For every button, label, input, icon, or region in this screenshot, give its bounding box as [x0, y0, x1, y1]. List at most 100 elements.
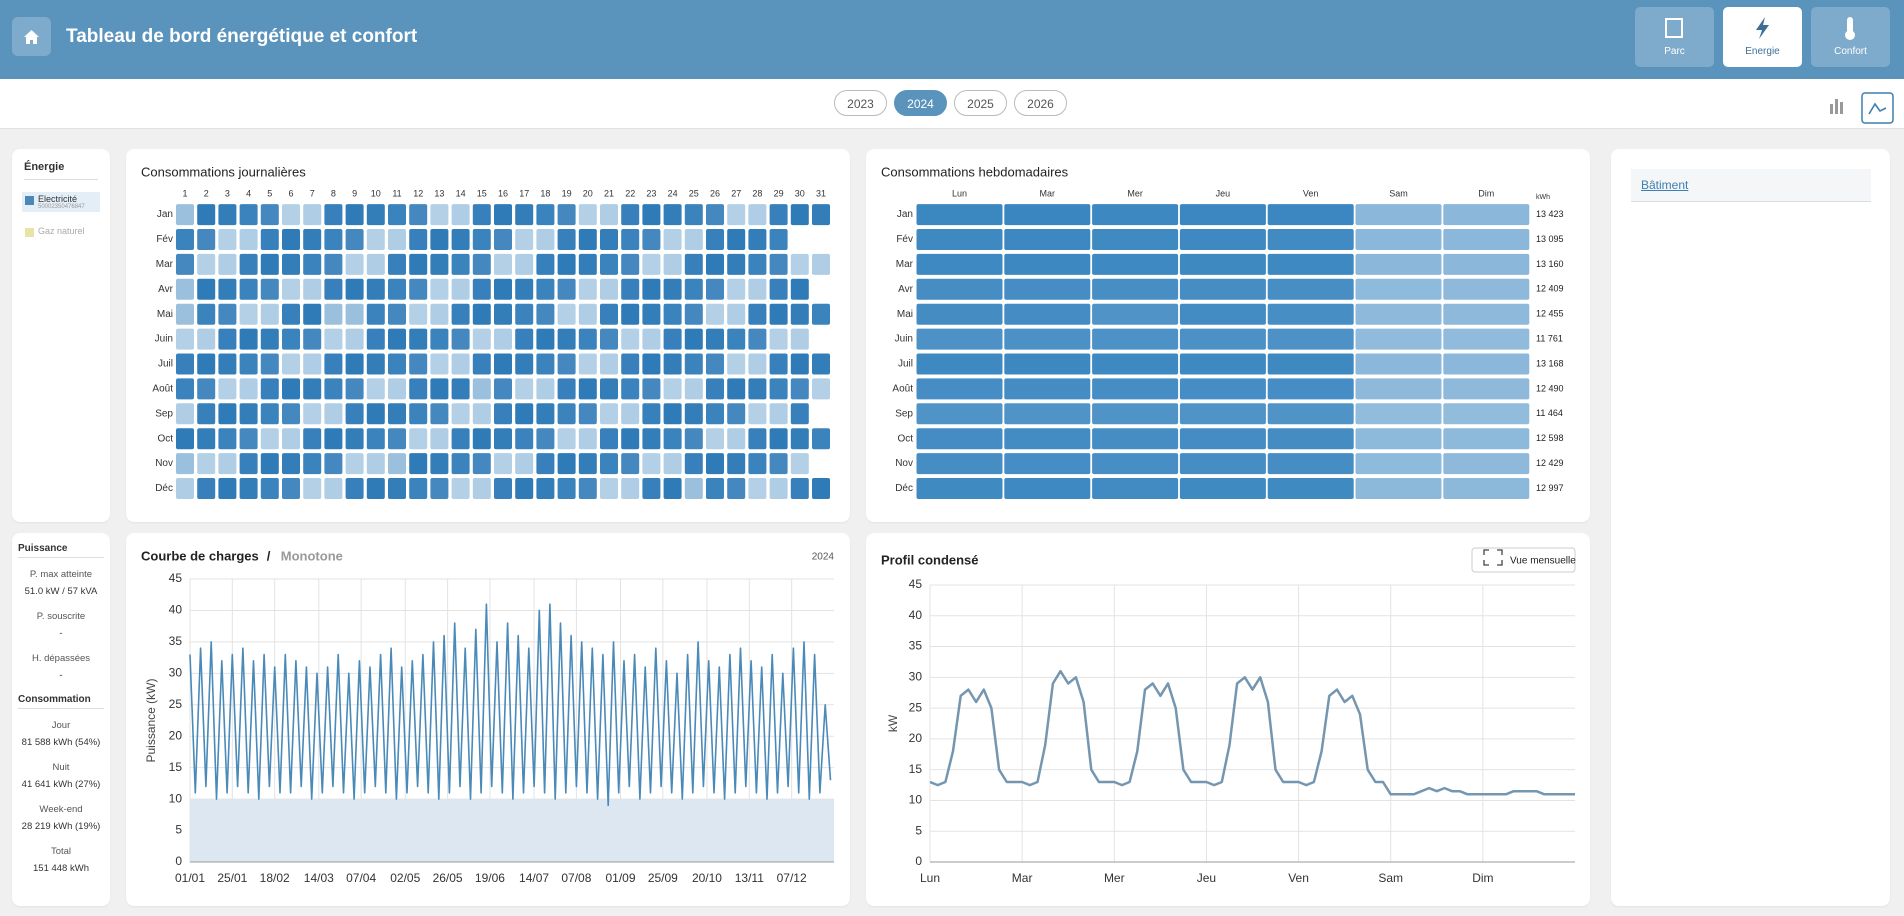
stat-label: P. souscrite: [36, 611, 86, 622]
heat-cell: [324, 353, 343, 375]
heat-cell: [790, 303, 809, 325]
heat-cell: [515, 378, 534, 400]
chart-tab[interactable]: Monotone: [281, 548, 343, 563]
row-label: Mar: [896, 259, 914, 270]
heat-cell: [1179, 453, 1266, 475]
heat-cell: [916, 453, 1003, 475]
heat-cell: [1355, 428, 1442, 450]
column-label: Sam: [1389, 188, 1408, 198]
heat-cell: [1443, 229, 1530, 250]
heat-cell: [536, 353, 555, 375]
heat-cell: [1092, 453, 1179, 475]
heat-cell: [684, 328, 703, 350]
button[interactable]: [1471, 547, 1576, 573]
heat-cell: [515, 229, 534, 250]
heat-cell: [218, 478, 237, 499]
year-pill[interactable]: 2024: [894, 90, 947, 116]
heat-cell: [1092, 278, 1179, 300]
x-tick-label: 07/12: [777, 871, 807, 885]
chart-panel: Courbe de charges / Monotone 2024 Puissance …: [126, 533, 850, 906]
heat-cell: [366, 229, 385, 250]
heat-cell: [727, 378, 746, 400]
heat-cell: [557, 303, 576, 325]
heat-cell: [388, 229, 406, 250]
heat-cell: [303, 204, 322, 226]
row-total: 12 490: [1536, 383, 1564, 393]
row-label: Jan: [897, 209, 913, 220]
header: Tableau de bord énergétique et confort P…: [0, 0, 1904, 79]
heat-cell: [494, 229, 512, 250]
row-label: Déc: [895, 483, 913, 494]
energy-item[interactable]: Electricité 50002350476847: [22, 192, 100, 212]
heat-cell: [388, 328, 406, 350]
year-pill[interactable]: 2026: [1014, 90, 1067, 116]
heat-cell: [1443, 303, 1530, 325]
stat-value: -: [59, 628, 63, 639]
energy-swatch: [25, 228, 34, 237]
series-line: [189, 603, 832, 807]
heat-cell: [430, 328, 449, 350]
heat-cell: [260, 428, 279, 450]
nav-button[interactable]: Confort: [1811, 7, 1890, 67]
heat-cell: [663, 303, 682, 325]
column-label: 19: [562, 188, 572, 198]
column-label: 6: [288, 188, 293, 198]
heat-cell: [472, 303, 491, 325]
heat-cell: [303, 403, 322, 425]
energy-item[interactable]: Gaz naturel: [22, 224, 100, 244]
building-link[interactable]: Bâtiment: [1641, 178, 1689, 192]
heat-cell: [642, 378, 661, 400]
heat-cell: [197, 403, 216, 425]
heat-cell: [303, 453, 322, 475]
heat-cell: [494, 204, 512, 226]
y-tick-label: 45: [169, 571, 183, 585]
home-button[interactable]: [12, 17, 51, 56]
stat: Total 151 448 kWh: [12, 843, 110, 877]
year-pill[interactable]: 2025: [954, 90, 1007, 116]
nav-button[interactable]: Parc: [1635, 7, 1714, 67]
heat-cell: [642, 204, 661, 226]
heat-cell: [1355, 328, 1442, 350]
view-toggle[interactable]: [1818, 92, 1898, 124]
heat-cell: [790, 378, 809, 400]
x-tick-label: 25/01: [217, 871, 247, 885]
heat-cell: [282, 278, 300, 300]
heat-cell: [494, 278, 512, 300]
heat-cell: [515, 478, 534, 499]
heat-cell: [621, 328, 640, 350]
heat-cell: [748, 478, 767, 499]
heat-cell: [578, 428, 597, 450]
heat-cell: [451, 328, 470, 350]
y-tick-label: 10: [909, 793, 923, 807]
heat-cell: [790, 278, 809, 300]
nav-button[interactable]: Energie: [1723, 7, 1802, 67]
stat-label: Jour: [51, 720, 71, 731]
row-total: 11 464: [1536, 408, 1563, 418]
heat-cell: [1355, 253, 1442, 275]
heat-cell: [176, 303, 194, 325]
heat-cell: [472, 278, 491, 300]
stat-label: P. max atteinte: [29, 569, 93, 580]
heat-cell: [324, 253, 343, 275]
heat-cell: [1179, 303, 1266, 325]
heat-cell: [536, 378, 555, 400]
heat-cell: [706, 403, 724, 425]
heat-cell: [366, 253, 385, 275]
heat-cell: [218, 453, 237, 475]
heat-cell: [748, 229, 767, 250]
heat-cell: [388, 453, 406, 475]
year-pill[interactable]: 2023: [834, 90, 887, 116]
heat-cell: [366, 204, 385, 226]
heat-cell: [1092, 229, 1179, 250]
heat-cell: [218, 403, 237, 425]
heat-cell: [1092, 378, 1179, 400]
column-label: 8: [331, 188, 336, 198]
heat-cell: [578, 303, 597, 325]
heat-cell: [409, 204, 428, 226]
heat-cell: [1004, 229, 1091, 250]
heat-cell: [600, 453, 618, 475]
chart-note: 2024: [812, 552, 835, 563]
heat-cell: [430, 378, 449, 400]
nav-label: Confort: [1834, 46, 1867, 57]
